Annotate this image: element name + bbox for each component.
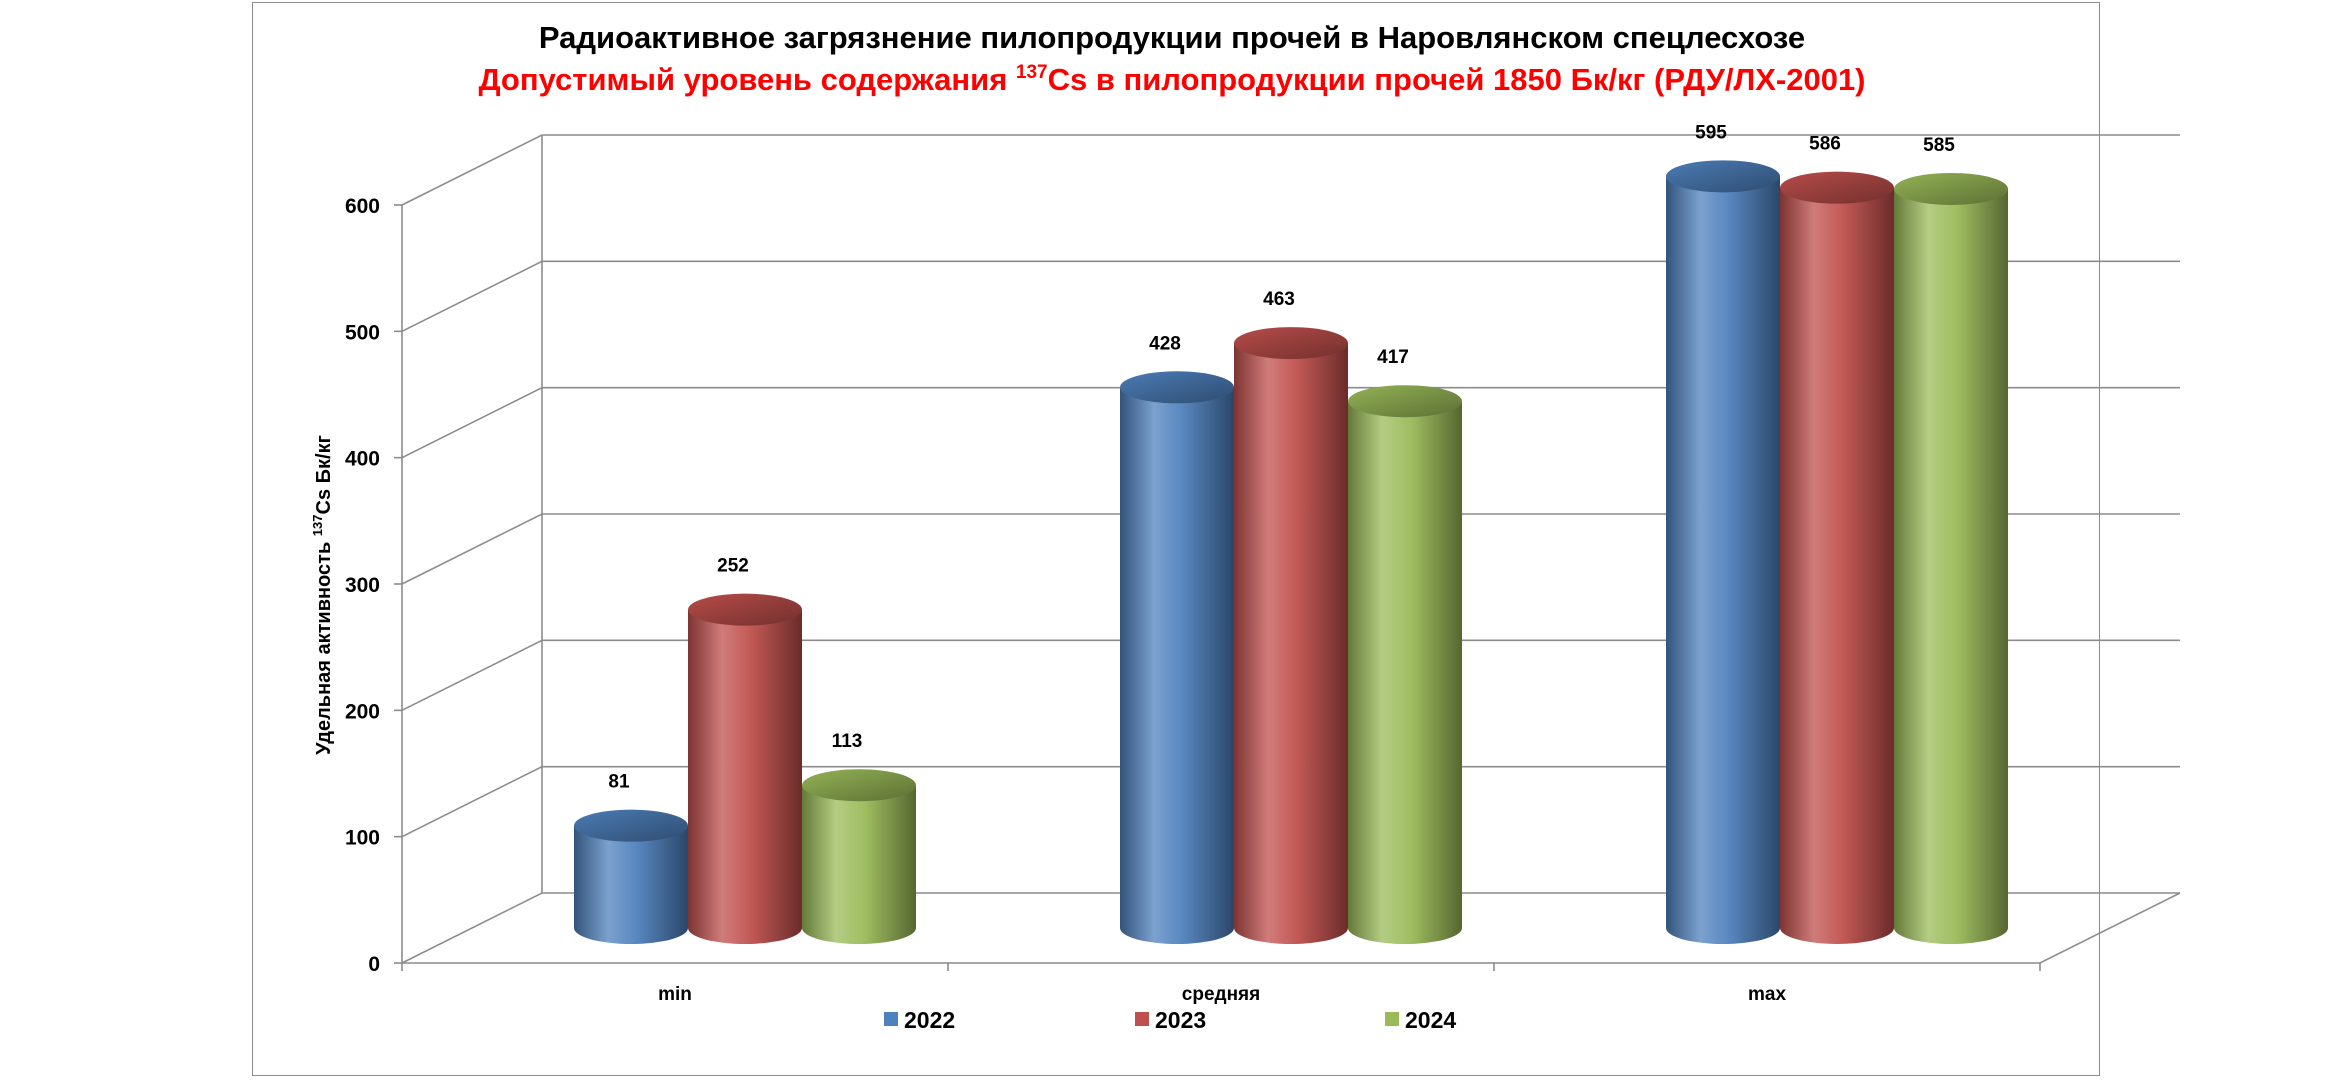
gridline	[401, 134, 2180, 206]
category-label: max	[1748, 984, 1786, 1005]
subtitle-pre: Допустимый уровень содержания	[478, 62, 1015, 97]
ylabel-sup: 137	[310, 514, 325, 536]
bar-top	[802, 769, 916, 802]
data-label: 428	[1149, 333, 1181, 354]
y-tick-label: 500	[345, 321, 380, 344]
chart-subtitle: Допустимый уровень содержания 137Cs в пи…	[478, 62, 1865, 97]
bar-2024-средняя	[1348, 385, 1462, 944]
gridline	[401, 513, 2180, 585]
legend-swatch	[1385, 1012, 1399, 1026]
y-tick-label: 100	[345, 827, 380, 850]
bar-body	[574, 825, 688, 944]
bar-2023-средняя	[1234, 327, 1348, 944]
bar-2024-min	[802, 769, 916, 944]
data-label: 585	[1923, 135, 1955, 156]
data-label: 113	[832, 731, 863, 752]
category-labels: min средняя max	[401, 963, 2041, 1005]
ylabel-pre: Удельная активность	[313, 536, 335, 755]
ylabel-post: Cs Бк/кг	[313, 435, 335, 514]
y-tick-label: 200	[345, 700, 380, 723]
bar-top	[1780, 171, 1894, 204]
bar-body	[1234, 343, 1348, 944]
gridlines	[401, 134, 2180, 964]
gridline	[401, 765, 2180, 838]
bar-body	[1666, 176, 1780, 945]
gridline	[401, 892, 2180, 964]
subtitle-sup: 137	[1016, 62, 1048, 83]
data-label: 463	[1263, 289, 1295, 310]
y-tick-label: 400	[345, 448, 380, 471]
legend-label: 2022	[904, 1007, 955, 1033]
legend-label: 2024	[1405, 1007, 1456, 1033]
bar-top	[1894, 172, 2008, 205]
bar-top	[688, 593, 802, 626]
data-label: 595	[1695, 122, 1727, 143]
gridline	[401, 260, 2180, 333]
data-label: 252	[717, 556, 749, 577]
y-axis-ticks: 0 100 200 300 400 500 600	[345, 195, 402, 976]
gridline	[401, 386, 2180, 459]
legend-label: 2023	[1155, 1007, 1206, 1033]
y-tick-label: 300	[345, 574, 380, 597]
bar-body	[1894, 188, 2008, 944]
y-tick-label: 0	[368, 953, 380, 976]
bar-body	[1348, 401, 1462, 944]
subtitle-post: Cs в пилопродукции прочей 1850 Бк/кг (РД…	[1048, 62, 1866, 97]
bar-body	[1780, 187, 1894, 944]
bar-2023-max	[1780, 171, 1894, 944]
bar-body	[688, 609, 802, 944]
bar-2024-max	[1894, 172, 2008, 944]
chart-title: Радиоактивное загрязнение пилопродукции …	[539, 20, 1805, 55]
bar-body	[802, 785, 916, 944]
bar-2022-средняя	[1120, 371, 1234, 944]
bar-body	[1120, 387, 1234, 944]
gridline	[401, 639, 2180, 712]
bar-2022-max	[1666, 160, 1780, 945]
data-labels: 81 252 113 428 463 417 595 586 585	[608, 122, 1955, 792]
y-axis-label: Удельная активность 137Cs Бк/кг	[310, 435, 335, 755]
legend-swatch	[1135, 1012, 1149, 1026]
bar-top	[1666, 160, 1780, 193]
category-label: min	[658, 984, 692, 1005]
bars	[574, 160, 2008, 945]
data-label: 417	[1377, 347, 1409, 368]
bar-2023-min	[688, 593, 802, 944]
bar-top	[1120, 371, 1234, 404]
bar-2022-min	[574, 809, 688, 944]
legend: 2022 2023 2024	[884, 1007, 1456, 1033]
legend-swatch	[884, 1012, 898, 1026]
data-label: 586	[1809, 134, 1841, 155]
bar-top	[574, 809, 688, 842]
data-label: 81	[608, 772, 630, 793]
category-label: средняя	[1182, 984, 1260, 1005]
bar-top	[1348, 385, 1462, 418]
y-tick-label: 600	[345, 195, 380, 218]
bar-top	[1234, 327, 1348, 360]
